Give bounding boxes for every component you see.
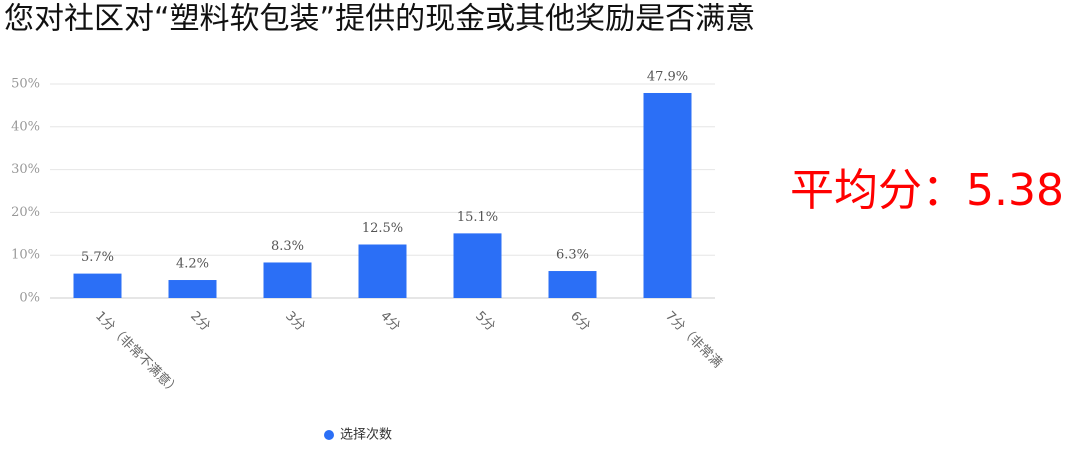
annotation: 平均分：5.38 (790, 165, 1064, 216)
value-label: 12.5% (362, 221, 403, 236)
y-tick-label: 30% (11, 162, 40, 177)
value-label: 8.3% (271, 239, 304, 254)
x-tick-label: 1分（非常不满意） (92, 308, 183, 399)
bar (358, 244, 407, 298)
bar (453, 233, 502, 298)
chart-title: 您对社区对“塑料软包装”提供的现金或其他奖励是否满意 (4, 2, 755, 37)
value-label: 6.3% (556, 248, 589, 263)
y-tick-label: 40% (11, 119, 40, 134)
bar (73, 273, 122, 298)
x-tick-label: 6分 (567, 309, 593, 335)
x-tick-label: 7分（非常满 (662, 309, 724, 371)
y-tick-label: 10% (11, 248, 40, 263)
value-label: 15.1% (457, 210, 498, 225)
value-label: 47.9% (647, 69, 688, 84)
bar (263, 262, 312, 298)
x-tick-label: 4分 (377, 309, 403, 335)
bar (168, 280, 217, 298)
y-tick-label: 0% (19, 291, 40, 306)
value-label: 5.7% (81, 250, 114, 265)
x-tick-label: 5分 (472, 309, 498, 335)
x-tick-label: 2分 (187, 309, 213, 335)
x-tick-label: 3分 (282, 309, 308, 335)
y-tick-label: 20% (11, 205, 40, 220)
value-label: 4.2% (176, 257, 209, 272)
bar (548, 271, 597, 298)
bar (643, 92, 692, 298)
legend-label: 选择次数 (340, 427, 392, 443)
y-tick-label: 50% (11, 77, 40, 92)
legend-marker (324, 430, 334, 440)
